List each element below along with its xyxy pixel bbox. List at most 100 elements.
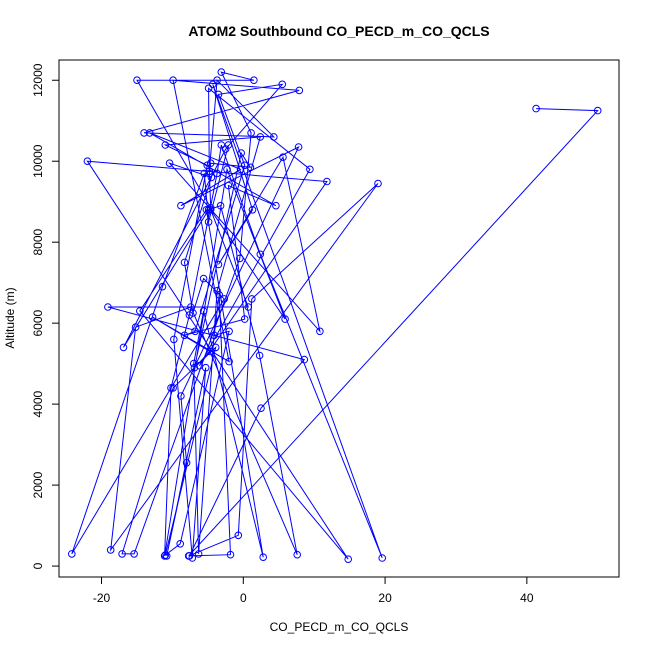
data-point <box>199 274 208 283</box>
data-point <box>145 129 154 137</box>
data-point <box>293 550 302 559</box>
data-point <box>185 552 194 560</box>
y-axis: 0 2000 4000 6000 8000 10000 12000 <box>31 63 59 569</box>
data-point <box>215 291 223 299</box>
data-point <box>214 90 223 99</box>
data-point <box>225 357 233 366</box>
data-point <box>225 327 233 336</box>
y-tick-label: 10000 <box>31 144 45 178</box>
data-point <box>220 295 228 303</box>
data-point <box>165 159 174 167</box>
data-point <box>160 552 169 560</box>
data-point <box>295 86 304 95</box>
data-point <box>191 327 199 336</box>
data-point <box>217 68 226 76</box>
data-point <box>176 540 184 548</box>
y-tick-label: 8000 <box>31 229 45 256</box>
data-point <box>169 384 177 392</box>
data-point <box>214 260 223 269</box>
y-tick-label: 0 <box>31 562 45 569</box>
x-axis-label: CO_PECD_m_CO_QCLS <box>270 620 409 634</box>
data-point <box>204 206 213 214</box>
data-point <box>270 133 278 141</box>
data-point <box>68 550 76 558</box>
series-layer <box>68 68 602 564</box>
y-tick-label: 2000 <box>31 471 45 498</box>
data-point <box>83 157 92 165</box>
data-point <box>209 80 217 89</box>
data-point <box>213 76 221 84</box>
data-point <box>256 250 265 259</box>
data-point <box>158 282 167 291</box>
data-point <box>170 335 178 344</box>
data-point <box>169 76 177 84</box>
data-point <box>224 181 233 190</box>
data-point <box>278 80 287 89</box>
y-tick-label: 6000 <box>31 309 45 336</box>
data-point <box>240 315 249 323</box>
data-point <box>200 169 209 178</box>
data-point <box>118 550 126 558</box>
data-point <box>204 218 213 226</box>
data-point <box>195 361 204 370</box>
data-point <box>140 129 148 137</box>
x-axis: -20 0 20 40 <box>93 577 534 605</box>
data-point <box>204 84 213 93</box>
plot-frame <box>58 59 620 578</box>
data-point <box>248 206 257 214</box>
data-point <box>223 165 231 174</box>
data-point <box>202 206 211 214</box>
data-point <box>316 327 324 336</box>
data-point <box>300 355 309 364</box>
data-point <box>104 303 112 311</box>
data-point <box>259 553 268 562</box>
data-point <box>247 129 255 137</box>
data-point <box>224 141 233 149</box>
data-point <box>205 169 214 178</box>
data-point <box>213 287 221 295</box>
data-point <box>256 133 265 141</box>
data-point <box>177 392 185 400</box>
data-point <box>190 363 199 372</box>
y-tick-label: 4000 <box>31 390 45 417</box>
data-point <box>206 159 215 167</box>
data-point <box>257 404 265 413</box>
data-point <box>148 313 157 321</box>
data-point <box>374 179 382 188</box>
data-point <box>323 177 331 186</box>
data-point <box>246 163 255 172</box>
data-point <box>180 331 189 340</box>
data-point <box>131 323 140 332</box>
data-point <box>226 550 235 559</box>
data-point <box>194 550 203 558</box>
y-tick-label: 12000 <box>31 63 45 97</box>
data-point <box>255 351 264 360</box>
data-point <box>378 554 387 562</box>
x-tick-label: 0 <box>240 591 247 605</box>
data-point <box>216 201 225 210</box>
data-point <box>294 143 303 151</box>
data-point <box>250 76 258 84</box>
x-tick-label: 20 <box>378 591 392 605</box>
data-point <box>234 531 243 540</box>
data-point <box>162 552 171 560</box>
data-point <box>207 173 216 182</box>
data-point <box>161 141 170 149</box>
data-point <box>236 165 245 174</box>
data-point <box>119 343 128 352</box>
series-line <box>71 71 599 560</box>
data-point <box>532 104 540 113</box>
data-point <box>167 384 175 392</box>
data-point <box>279 153 287 161</box>
data-point <box>210 331 218 340</box>
chart-title: ATOM2 Southbound CO_PECD_m_CO_QCLS <box>188 23 489 39</box>
data-point <box>211 343 220 352</box>
data-point <box>199 307 208 315</box>
data-point <box>189 309 197 317</box>
data-point <box>344 555 353 564</box>
data-point <box>106 546 115 554</box>
data-point <box>281 315 289 323</box>
data-point <box>272 201 280 210</box>
data-point <box>130 550 138 558</box>
data-point <box>161 551 170 559</box>
